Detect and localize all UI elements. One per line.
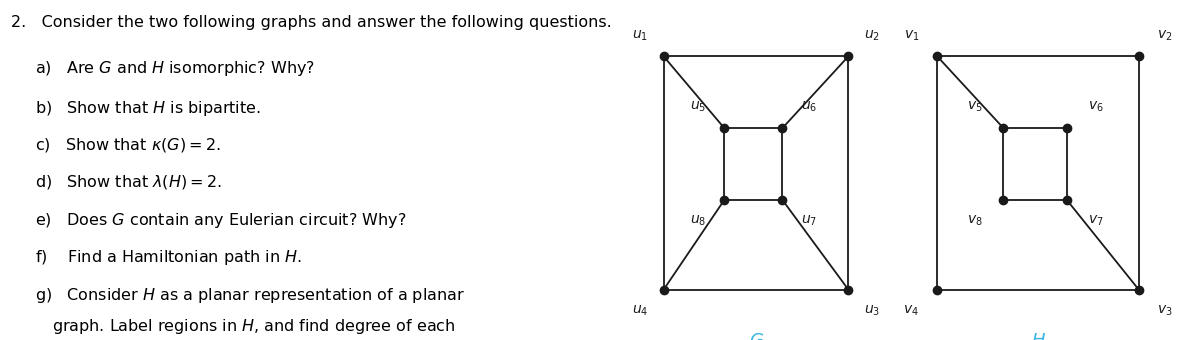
Text: $u_7$: $u_7$	[800, 214, 817, 228]
Text: $v_6$: $v_6$	[1087, 100, 1104, 114]
Text: $v_4$: $v_4$	[904, 303, 919, 318]
Text: 2.   Consider the two following graphs and answer the following questions.: 2. Consider the two following graphs and…	[11, 15, 612, 30]
Text: b)   Show that $H$ is bipartite.: b) Show that $H$ is bipartite.	[35, 99, 260, 118]
Text: $v_2$: $v_2$	[1157, 28, 1172, 42]
Text: d)   Show that $\lambda(H) = 2$.: d) Show that $\lambda(H) = 2$.	[35, 173, 221, 191]
Text: a)   Are $G$ and $H$ isomorphic? Why?: a) Are $G$ and $H$ isomorphic? Why?	[35, 59, 314, 79]
Text: $u_5$: $u_5$	[690, 100, 706, 114]
Text: $u_8$: $u_8$	[690, 214, 706, 228]
Text: graph. Label regions in $H$, and find degree of each: graph. Label regions in $H$, and find de…	[53, 317, 456, 336]
Text: $u_1$: $u_1$	[632, 28, 648, 42]
Text: $v_3$: $v_3$	[1157, 303, 1172, 318]
Text: $v_1$: $v_1$	[904, 28, 919, 42]
Text: $v_8$: $v_8$	[967, 214, 983, 228]
Text: $v_5$: $v_5$	[967, 100, 983, 114]
Text: $u_4$: $u_4$	[631, 303, 648, 318]
Text: H: H	[1031, 332, 1045, 340]
Text: $v_7$: $v_7$	[1088, 214, 1103, 228]
Text: $u_2$: $u_2$	[864, 28, 880, 42]
Text: g)   Consider $H$ as a planar representation of a planar: g) Consider $H$ as a planar representati…	[35, 286, 464, 305]
Text: f)    Find a Hamiltonian path in $H$.: f) Find a Hamiltonian path in $H$.	[35, 248, 301, 267]
Text: e)   Does $G$ contain any Eulerian circuit? Why?: e) Does $G$ contain any Eulerian circuit…	[35, 211, 406, 230]
Text: $u_3$: $u_3$	[864, 303, 881, 318]
Text: $u_6$: $u_6$	[800, 100, 817, 114]
Text: c)   Show that $\kappa(G) = 2$.: c) Show that $\kappa(G) = 2$.	[35, 136, 221, 154]
Text: G: G	[749, 332, 763, 340]
